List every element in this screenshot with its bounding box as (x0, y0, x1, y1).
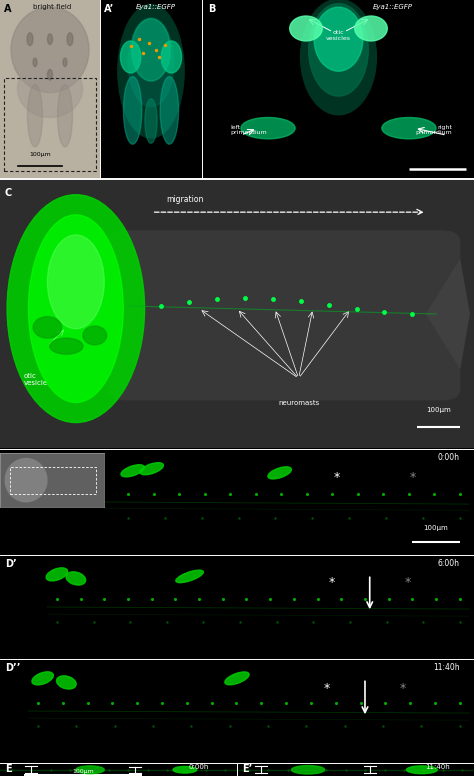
Bar (4, 78, 96, 171)
Text: right
primordium: right primordium (416, 125, 452, 135)
Text: migration: migration (166, 195, 203, 204)
Ellipse shape (7, 195, 145, 423)
Ellipse shape (290, 16, 322, 41)
Ellipse shape (32, 672, 54, 685)
Ellipse shape (76, 766, 104, 774)
Ellipse shape (176, 570, 203, 583)
Ellipse shape (47, 69, 53, 80)
Text: *: * (400, 682, 406, 695)
Text: 0:00h: 0:00h (438, 453, 460, 462)
Text: *: * (333, 470, 340, 483)
Text: *: * (409, 470, 416, 483)
Ellipse shape (132, 19, 170, 81)
Ellipse shape (47, 34, 53, 44)
Text: A’: A’ (104, 4, 114, 13)
Ellipse shape (314, 7, 363, 71)
Text: 100μm: 100μm (426, 407, 451, 413)
Ellipse shape (5, 459, 47, 502)
Text: bright field: bright field (33, 4, 71, 9)
Text: 11:40h: 11:40h (433, 663, 460, 672)
Text: neuromasts: neuromasts (278, 400, 319, 406)
Text: B: B (209, 4, 216, 13)
Ellipse shape (241, 117, 295, 139)
Text: otic
vesicle: otic vesicle (24, 373, 48, 386)
Text: *: * (404, 576, 411, 589)
Polygon shape (427, 261, 469, 368)
Text: Eya1::EGFP: Eya1::EGFP (373, 4, 413, 9)
Ellipse shape (33, 58, 37, 67)
Text: 6:00h: 6:00h (438, 559, 460, 568)
Ellipse shape (173, 767, 197, 773)
Text: C: C (5, 188, 12, 198)
Ellipse shape (160, 77, 179, 144)
Text: D’: D’ (5, 559, 17, 569)
FancyBboxPatch shape (109, 231, 460, 400)
Bar (10, 466, 96, 494)
Ellipse shape (67, 33, 73, 46)
Ellipse shape (56, 676, 76, 689)
Ellipse shape (46, 568, 68, 581)
Text: A: A (4, 4, 11, 13)
Text: *: * (328, 576, 335, 589)
Text: D’’: D’’ (5, 663, 20, 673)
Text: 0:00h: 0:00h (188, 764, 209, 771)
Ellipse shape (27, 85, 43, 147)
Ellipse shape (66, 572, 86, 585)
Ellipse shape (292, 766, 325, 774)
Ellipse shape (121, 465, 145, 476)
Ellipse shape (355, 16, 387, 41)
Ellipse shape (145, 99, 157, 144)
Ellipse shape (123, 77, 142, 144)
Ellipse shape (63, 58, 67, 67)
Ellipse shape (301, 0, 376, 115)
Text: otic
vesicles: otic vesicles (326, 30, 351, 41)
Ellipse shape (407, 766, 437, 774)
Ellipse shape (18, 61, 82, 117)
Text: *: * (324, 682, 330, 695)
Text: 11:40h: 11:40h (426, 764, 450, 771)
Ellipse shape (11, 7, 89, 92)
Text: 100μm: 100μm (29, 151, 51, 157)
Ellipse shape (120, 41, 141, 73)
Ellipse shape (50, 338, 83, 354)
Ellipse shape (118, 5, 184, 138)
Text: Eya1::EGFP: Eya1::EGFP (136, 4, 176, 9)
Ellipse shape (268, 467, 292, 479)
Ellipse shape (57, 85, 73, 147)
Ellipse shape (225, 672, 249, 684)
Text: E’: E’ (242, 764, 252, 774)
Ellipse shape (309, 4, 368, 96)
Text: D: D (5, 453, 13, 463)
Ellipse shape (161, 41, 182, 73)
Ellipse shape (47, 235, 104, 329)
Text: 100μm: 100μm (72, 768, 94, 774)
Ellipse shape (28, 215, 123, 403)
Ellipse shape (33, 317, 62, 338)
Text: 100μm: 100μm (424, 525, 448, 531)
Ellipse shape (83, 326, 107, 345)
Text: left
primordium: left primordium (230, 125, 267, 135)
Text: E: E (5, 764, 11, 774)
Ellipse shape (128, 18, 174, 107)
Ellipse shape (382, 117, 436, 139)
Ellipse shape (140, 462, 164, 475)
Ellipse shape (27, 33, 33, 46)
